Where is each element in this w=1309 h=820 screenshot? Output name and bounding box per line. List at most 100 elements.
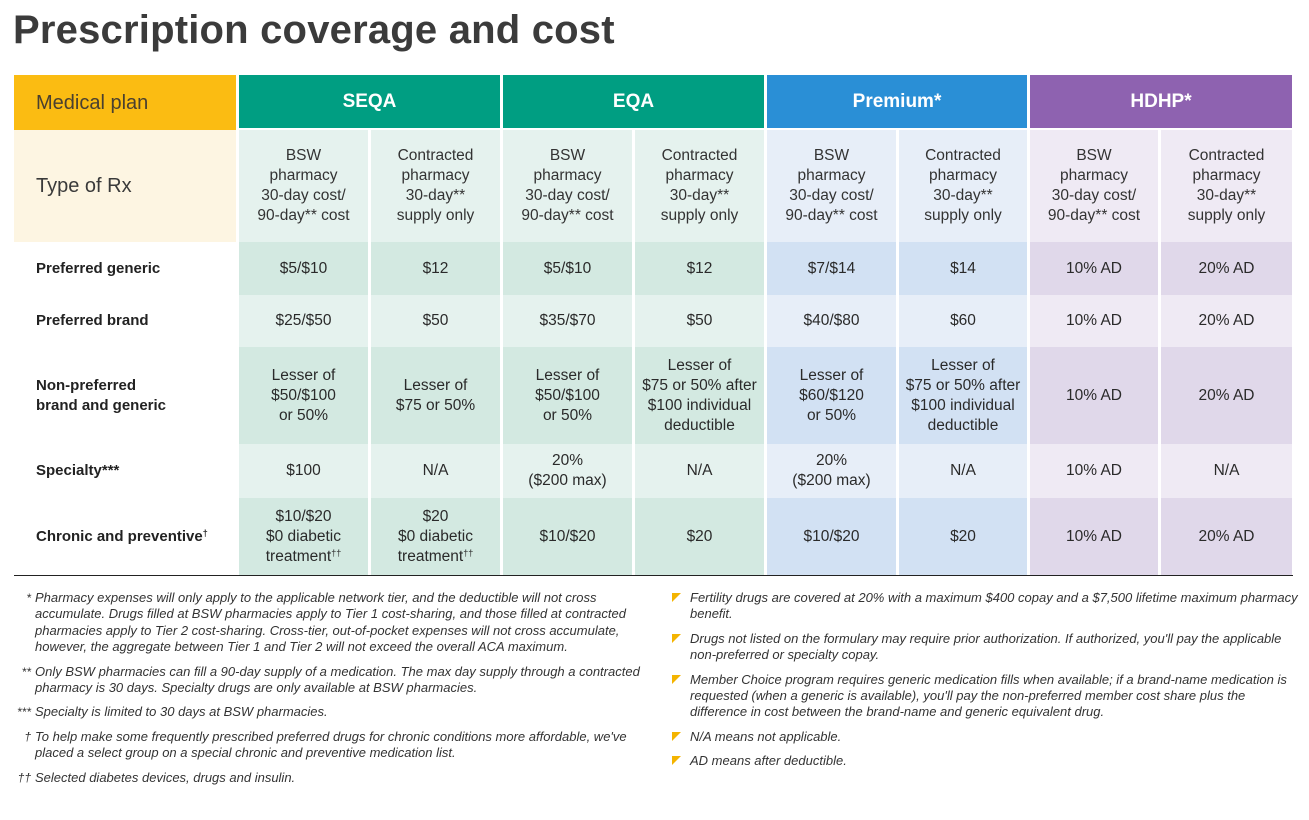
table-cell: $50 bbox=[635, 295, 764, 347]
triangle-bullet-icon bbox=[668, 590, 690, 623]
subheader-bsw: BSW pharmacy 30-day cost/ 90-day** cost bbox=[1030, 130, 1158, 242]
row-label-text: Preferred brand bbox=[36, 312, 149, 329]
cell-value: 10% AD bbox=[1065, 312, 1122, 329]
table-cell: N/A bbox=[635, 444, 764, 498]
footnote-text: Pharmacy expenses will only apply to the… bbox=[35, 590, 626, 655]
rx-coverage-table: Medical plan SEQA EQA Premium* HDHP* Typ… bbox=[14, 75, 1293, 576]
cell-value: 20% ($200 max) bbox=[528, 452, 607, 489]
triangle-bullet-icon bbox=[668, 631, 690, 664]
table-cell: $50 bbox=[371, 295, 500, 347]
cell-value: 10% AD bbox=[1065, 386, 1122, 404]
row-label: Chronic and preventive † bbox=[14, 498, 236, 575]
cell-value: $20 bbox=[686, 527, 713, 545]
medical-plan-header: Medical plan bbox=[14, 75, 236, 130]
cell-value: 10% AD bbox=[1065, 462, 1122, 479]
footnote-marker: †† bbox=[463, 547, 474, 558]
table-cell: Lesser of $50/$100 or 50% bbox=[239, 347, 368, 444]
cell-value: $7/$14 bbox=[807, 259, 856, 277]
subheader-contracted: Contracted pharmacy 30-day** supply only bbox=[1161, 130, 1292, 242]
cell-value: $20 $0 diabetic treatment†† bbox=[397, 507, 474, 565]
cell-value: $20 bbox=[950, 527, 976, 545]
table-cell: $14 bbox=[899, 242, 1027, 295]
footnote-marker: †† bbox=[331, 547, 342, 558]
table-cell: $5/$10 bbox=[239, 242, 368, 295]
table-cell: 10% AD bbox=[1030, 444, 1158, 498]
footnote-marker: † bbox=[202, 527, 208, 538]
triangle-bullet-icon bbox=[668, 729, 690, 745]
subheader-bsw: BSW pharmacy 30-day cost/ 90-day** cost bbox=[503, 130, 632, 242]
table-cell: $100 bbox=[239, 444, 368, 498]
footnote-marker: †† bbox=[17, 770, 31, 785]
subheader-bsw: BSW pharmacy 30-day cost/ 90-day** cost bbox=[239, 130, 368, 242]
table-cell: $20 bbox=[899, 498, 1027, 575]
cell-value: $10/$20 $0 diabetic treatment†† bbox=[265, 507, 342, 565]
subheader-bsw: BSW pharmacy 30-day cost/ 90-day** cost bbox=[767, 130, 896, 242]
cell-value: $12 bbox=[686, 259, 713, 277]
table-cell: $10/$20 bbox=[767, 498, 896, 575]
footnote: * Pharmacy expenses will only apply to th… bbox=[14, 590, 644, 656]
table-cell: $40/$80 bbox=[767, 295, 896, 347]
plan-header-premium: Premium* bbox=[767, 75, 1027, 128]
footnote: Fertility drugs are covered at 20% with … bbox=[668, 590, 1298, 623]
cell-value: $50 bbox=[422, 312, 449, 329]
footnote-text: Fertility drugs are covered at 20% with … bbox=[690, 590, 1298, 622]
table-cell: 20% ($200 max) bbox=[503, 444, 632, 498]
row-label: Specialty*** bbox=[14, 444, 236, 498]
footnote-marker: * bbox=[26, 591, 31, 605]
table-cell: 20% ($200 max) bbox=[767, 444, 896, 498]
cell-value: 10% AD bbox=[1065, 527, 1122, 545]
table-cell: $5/$10 bbox=[503, 242, 632, 295]
row-label-text: Preferred generic bbox=[36, 259, 161, 277]
table-cell: Lesser of $60/$120 or 50% bbox=[767, 347, 896, 444]
footnote: AD means after deductible. bbox=[668, 753, 1298, 769]
table-cell: 10% AD bbox=[1030, 242, 1158, 295]
cell-value: Lesser of $50/$100 or 50% bbox=[535, 366, 600, 424]
cell-value: 20% AD bbox=[1198, 386, 1255, 404]
cell-value: 20% AD bbox=[1198, 259, 1255, 277]
cell-value: N/A bbox=[1213, 462, 1240, 479]
table-cell: $12 bbox=[371, 242, 500, 295]
cell-value: $10/$20 bbox=[539, 527, 596, 545]
table-cell: 10% AD bbox=[1030, 295, 1158, 347]
cell-value: N/A bbox=[686, 462, 713, 479]
table-cell: 20% AD bbox=[1161, 242, 1292, 295]
type-of-rx-header: Type of Rx bbox=[14, 130, 236, 242]
plan-header-eqa: EQA bbox=[503, 75, 764, 128]
cell-value: 20% AD bbox=[1198, 312, 1255, 329]
cell-value: 20% AD bbox=[1198, 527, 1255, 545]
triangle-bullet-icon bbox=[668, 753, 690, 769]
cell-value: $12 bbox=[422, 259, 449, 277]
row-label: Preferred generic bbox=[14, 242, 236, 295]
row-label-text: Chronic and preventive bbox=[36, 527, 203, 545]
footnote-text: N/A means not applicable. bbox=[690, 728, 842, 744]
row-label: Non-preferred brand and generic bbox=[14, 347, 236, 444]
table-cell: N/A bbox=[371, 444, 500, 498]
table-cell: 20% AD bbox=[1161, 347, 1292, 444]
table-cell: 10% AD bbox=[1030, 498, 1158, 575]
footnote: ** Only BSW pharmacies can fill a 90-day … bbox=[14, 664, 644, 697]
footnote-text: To help make some frequently prescribed … bbox=[35, 728, 627, 761]
table-cell: N/A bbox=[1161, 444, 1292, 498]
table-cell: 20% AD bbox=[1161, 295, 1292, 347]
plan-header-seqa: SEQA bbox=[239, 75, 500, 128]
subheader-contracted: Contracted pharmacy 30-day** supply only bbox=[371, 130, 500, 242]
subheader-contracted: Contracted pharmacy 30-day** supply only bbox=[899, 130, 1027, 242]
cell-value: $5/$10 bbox=[279, 259, 328, 277]
cell-value: $25/$50 bbox=[275, 312, 332, 329]
footnote-marker: *** bbox=[16, 705, 31, 720]
cell-value: $40/$80 bbox=[803, 312, 860, 329]
row-label-text: Specialty*** bbox=[36, 462, 120, 479]
cell-value: $14 bbox=[950, 259, 976, 277]
triangle-bullet-icon bbox=[668, 672, 690, 721]
cell-value: 20% ($200 max) bbox=[792, 452, 871, 489]
table-cell: Lesser of $75 or 50% after $100 individu… bbox=[635, 347, 764, 444]
footnote-text: Member Choice program requires generic m… bbox=[690, 671, 1287, 720]
cell-value: Lesser of $75 or 50% after $100 individu… bbox=[642, 356, 757, 434]
cell-value: Lesser of $75 or 50% bbox=[395, 376, 476, 414]
footnote: † To help make some frequently prescribed… bbox=[14, 729, 644, 762]
footnote: *** Specialty is limited to 30 days at BS… bbox=[14, 704, 644, 720]
cell-value: $5/$10 bbox=[543, 259, 592, 277]
cell-value: $60 bbox=[950, 312, 976, 329]
cell-value: Lesser of $75 or 50% after $100 individu… bbox=[905, 356, 1021, 434]
table-cell: Lesser of $75 or 50% after $100 individu… bbox=[899, 347, 1027, 444]
